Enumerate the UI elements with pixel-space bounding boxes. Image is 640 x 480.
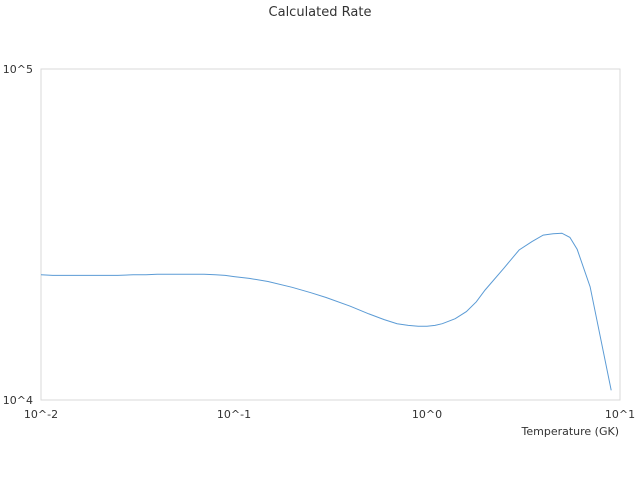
x-tick-label: 10^0 (412, 408, 442, 421)
series-line (40, 232, 612, 391)
y-axis-ticks: 10^4 10^5 (3, 63, 33, 407)
x-tick-label: 10^-2 (24, 408, 58, 421)
x-axis-label: Temperature (GK) (521, 425, 620, 438)
x-axis-ticks: 10^-2 10^-1 10^0 10^1 (24, 408, 635, 421)
y-tick-label: 10^4 (3, 394, 33, 407)
x-tick-label: 10^-1 (217, 408, 251, 421)
chart-title: Calculated Rate (269, 5, 372, 20)
x-tick-label: 10^1 (605, 408, 635, 421)
y-tick-label: 10^5 (3, 63, 33, 76)
plot-area (40, 68, 621, 401)
